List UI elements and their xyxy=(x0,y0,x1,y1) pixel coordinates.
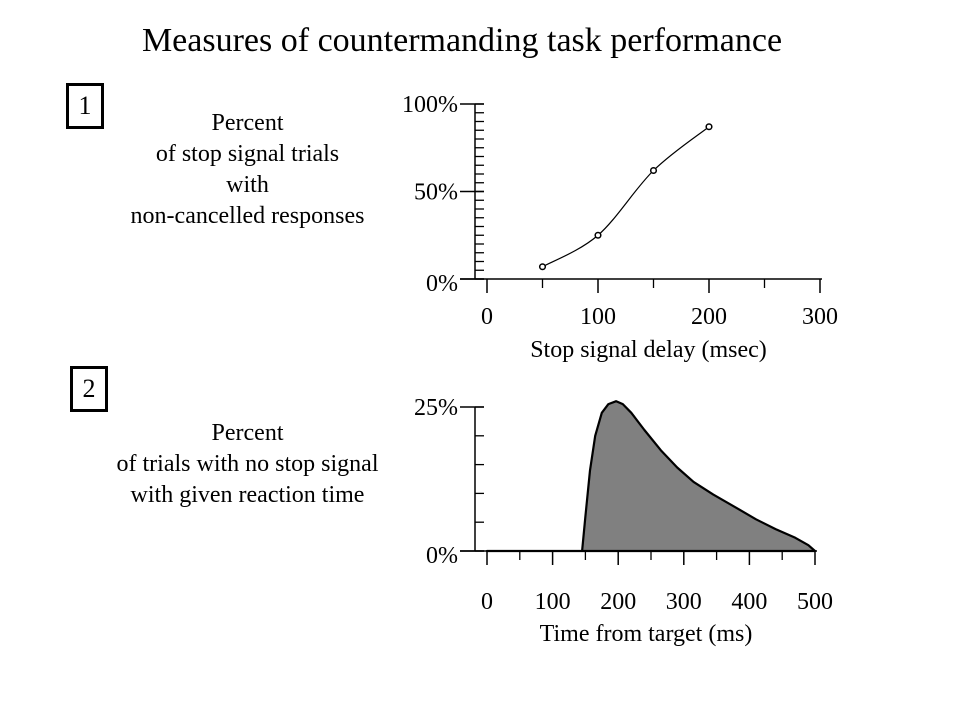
page-title: Measures of countermanding task performa… xyxy=(141,22,783,59)
y-tick-label: 100% xyxy=(402,92,458,118)
y-tick-label: 25% xyxy=(414,395,458,421)
panel-number-1: 1 xyxy=(66,83,104,129)
x-tick-label: 500 xyxy=(797,589,833,615)
panel2-y-label-line: with given reaction time xyxy=(130,482,365,508)
x-tick-label: 0 xyxy=(481,304,493,330)
chart-1: 0% 50% 100% 0 100 200 300 Stop signal delay (ms… xyxy=(402,92,838,363)
data-point xyxy=(705,123,713,131)
panel2-y-label: Percent of trials with no stop signal wi… xyxy=(95,418,400,511)
panel1-y-label-line: non-cancelled responses xyxy=(130,203,365,229)
area-series xyxy=(485,400,817,553)
x-tick-label: 100 xyxy=(535,589,571,615)
panel2-y-label-line: Percent xyxy=(211,420,284,446)
x-tick-label: 400 xyxy=(731,589,767,615)
x-tick-label: 0 xyxy=(481,589,493,615)
x-tick-label: 200 xyxy=(600,589,636,615)
line-series xyxy=(542,126,710,268)
y-tick-label: 0% xyxy=(426,271,458,297)
panel1-y-label-line: with xyxy=(226,172,269,198)
x-tick-label: 100 xyxy=(580,304,616,330)
panel-number-2: 2 xyxy=(70,366,108,412)
panel1-y-label-line: of stop signal trials xyxy=(155,141,340,167)
x-axis-label: Stop signal delay (msec) xyxy=(530,337,767,363)
x-tick-label: 200 xyxy=(691,304,727,330)
panel2-y-label-line: of trials with no stop signal xyxy=(116,451,379,477)
panel1-y-label-line: Percent xyxy=(211,110,284,136)
x-tick-label: 300 xyxy=(802,304,838,330)
data-point xyxy=(538,263,547,271)
panel1-y-label: Percent of stop signal trials with non-c… xyxy=(110,108,385,232)
x-tick-label: 300 xyxy=(666,589,702,615)
y-tick-label: 0% xyxy=(426,543,458,569)
chart-2: 0% 25% 0 100 200 300 400 500 Time from target (m… xyxy=(414,395,833,647)
y-tick-label: 50% xyxy=(414,180,458,206)
x-axis-label: Time from target (ms) xyxy=(540,621,753,647)
data-point xyxy=(649,166,658,175)
data-point xyxy=(594,231,602,239)
